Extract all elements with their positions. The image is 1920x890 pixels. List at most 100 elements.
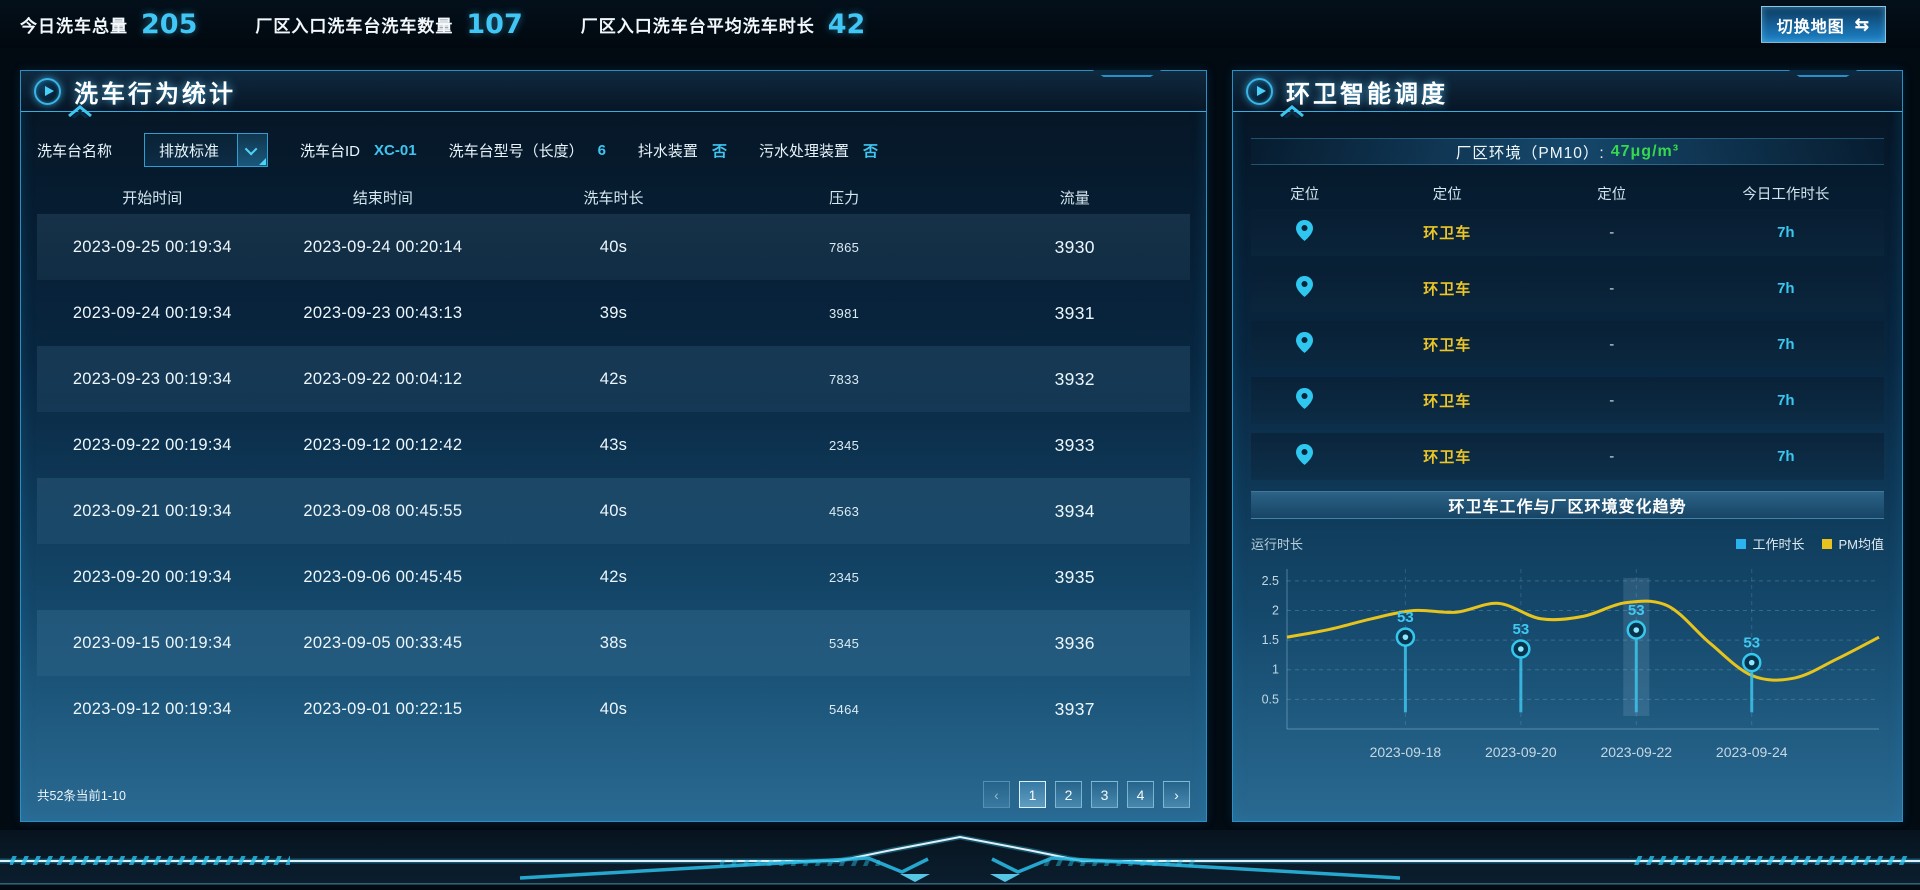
x-tick-label: 2023-09-22: [1600, 744, 1672, 760]
table-cell: 5345: [729, 636, 960, 651]
table-header-row: 开始时间 结束时间 洗车时长 压力 流量: [37, 180, 1190, 214]
table-cell: 2023-09-06 00:45:45: [268, 568, 499, 587]
location-pin-icon[interactable]: [1296, 388, 1313, 409]
table-cell: 40s: [498, 700, 729, 719]
field-value: XC-01: [374, 142, 417, 159]
sanitation-dispatch-panel: 环卫智能调度 厂区环境（PM10）: 47μg/m³ 定位 定位 定位 今日工作…: [1232, 70, 1903, 822]
selected-option: 排放标准: [159, 140, 219, 161]
stat-value: 205: [141, 9, 197, 40]
table-cell: 2023-09-25 00:19:34: [37, 238, 268, 257]
vehicle-location-dash: -: [1536, 280, 1688, 297]
work-hours-marker-dot: [1403, 634, 1409, 640]
pager-next-button[interactable]: ›: [1163, 781, 1190, 808]
pager-prev-button[interactable]: ‹: [983, 781, 1010, 808]
table-cell: 2023-09-23 00:43:13: [268, 304, 499, 323]
table-cell: 3931: [959, 303, 1190, 324]
panel-title: 环卫智能调度: [1286, 74, 1448, 109]
play-icon: [34, 78, 61, 105]
work-hours-marker-dot: [1749, 660, 1755, 666]
field-label: 抖水装置: [638, 140, 698, 161]
col-location-2: 定位: [1359, 183, 1536, 204]
chart-y-axis-title: 运行时长: [1251, 534, 1303, 553]
location-pin-icon[interactable]: [1296, 332, 1313, 353]
chevron-down-icon[interactable]: [237, 134, 267, 166]
vehicle-hours: 7h: [1688, 280, 1884, 297]
vehicle-location-dash: -: [1536, 448, 1688, 465]
vehicle-name: 环卫车: [1359, 222, 1536, 243]
switch-map-button[interactable]: 切换地图 ⇆: [1761, 6, 1886, 43]
table-cell: 2023-09-21 00:19:34: [37, 502, 268, 521]
play-icon: [1246, 78, 1273, 105]
col-duration: 洗车时长: [498, 187, 729, 208]
vehicle-row: 环卫车-7h: [1251, 433, 1884, 480]
col-start-time: 开始时间: [37, 187, 268, 208]
pm10-label: 厂区环境（PM10）:: [1456, 141, 1605, 163]
pm10-banner: 厂区环境（PM10）: 47μg/m³: [1251, 138, 1884, 165]
field-label: 污水处理装置: [759, 140, 849, 161]
table-cell: 3937: [959, 699, 1190, 720]
y-tick-label: 1: [1272, 663, 1279, 677]
stat-avg-wash-duration: 厂区入口洗车台平均洗车时长 42: [581, 9, 866, 40]
emission-standard-select[interactable]: 排放标准: [144, 133, 268, 167]
table-cell: 2345: [729, 438, 960, 453]
location-pin-icon[interactable]: [1296, 220, 1313, 241]
vehicle-hours: 7h: [1688, 448, 1884, 465]
trend-title-banner: 环卫车工作与厂区环境变化趋势: [1251, 491, 1884, 519]
pagination-summary: 共52条当前1-10: [37, 785, 126, 804]
table-cell: 3935: [959, 567, 1190, 588]
pager-page-button[interactable]: 2: [1055, 781, 1082, 808]
wash-station-name-label: 洗车台名称: [37, 140, 112, 161]
table-cell: 43s: [498, 436, 729, 455]
data-label: 53: [1628, 602, 1645, 619]
x-tick-label: 2023-09-24: [1716, 744, 1788, 760]
panel-title: 洗车行为统计: [74, 74, 236, 109]
table-cell: 3930: [959, 237, 1190, 258]
work-hours-marker-dot: [1518, 646, 1524, 652]
top-stats-bar: 今日洗车总量 205 厂区入口洗车台洗车数量 107 厂区入口洗车台平均洗车时长…: [0, 0, 1920, 48]
wash-behavior-panel: 洗车行为统计 洗车台名称 排放标准 洗车台ID XC-01 洗车台型号（长度） …: [20, 70, 1207, 822]
location-pin-icon[interactable]: [1296, 276, 1313, 297]
pager-page-button[interactable]: 1: [1019, 781, 1046, 808]
table-cell: 40s: [498, 238, 729, 257]
location-pin-icon[interactable]: [1296, 444, 1313, 465]
col-location-1: 定位: [1251, 183, 1359, 204]
table-cell: 7833: [729, 372, 960, 387]
field-label: 洗车台ID: [300, 140, 360, 161]
table-cell: 3934: [959, 501, 1190, 522]
stat-label: 厂区入口洗车台洗车数量: [255, 12, 453, 37]
vehicle-hours: 7h: [1688, 392, 1884, 409]
vehicle-location-dash: -: [1536, 224, 1688, 241]
field-value: 否: [712, 140, 727, 161]
stat-label: 厂区入口洗车台平均洗车时长: [581, 12, 815, 37]
filter-row: 洗车台名称 排放标准 洗车台ID XC-01 洗车台型号（长度） 6 抖水装置 …: [37, 133, 1190, 167]
table-cell: 2023-09-24 00:19:34: [37, 304, 268, 323]
stat-label: 今日洗车总量: [20, 12, 128, 37]
switch-map-label: 切换地图: [1777, 13, 1845, 37]
col-end-time: 结束时间: [268, 187, 499, 208]
pager-page-button[interactable]: 4: [1127, 781, 1154, 808]
table-cell: 38s: [498, 634, 729, 653]
swap-icon: ⇆: [1855, 15, 1870, 35]
col-location-3: 定位: [1536, 183, 1688, 204]
col-pressure: 压力: [729, 187, 960, 208]
vehicle-hours: 7h: [1688, 336, 1884, 353]
table-cell: 42s: [498, 370, 729, 389]
vehicle-location-dash: -: [1536, 392, 1688, 409]
y-tick-label: 0.5: [1262, 692, 1279, 706]
table-cell: 4563: [729, 504, 960, 519]
pager-page-button[interactable]: 3: [1091, 781, 1118, 808]
table-cell: 2023-09-23 00:19:34: [37, 370, 268, 389]
stat-total-wash: 今日洗车总量 205: [20, 9, 197, 40]
x-tick-label: 2023-09-18: [1370, 744, 1442, 760]
